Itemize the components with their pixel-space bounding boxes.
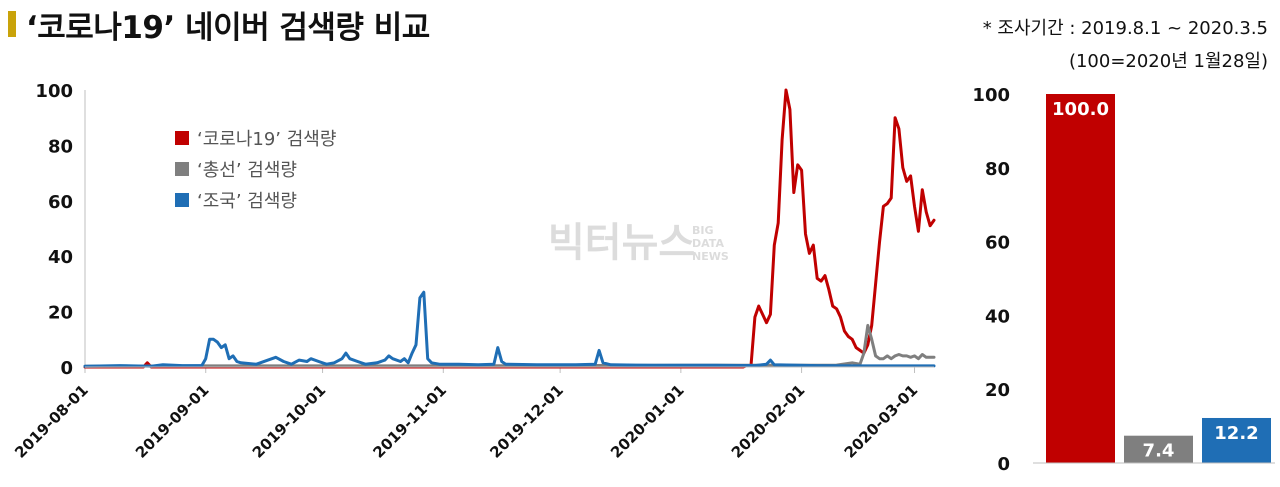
bar-y-tick-label: 20 [985, 380, 1010, 401]
index-note: (100=2020년 1월28일) [1068, 51, 1268, 72]
watermark-sub-3: NEWS [692, 250, 729, 263]
x-tick-label: 2019-09-01 [132, 381, 213, 462]
legend-label: ‘코로나19’ 검색량 [197, 129, 336, 150]
series-line-1 [83, 88, 936, 369]
bar-value-label: 12.2 [1214, 423, 1258, 444]
x-tick-label: 2019-08-01 [11, 381, 92, 462]
bar-1 [1046, 94, 1115, 463]
series-line-3 [83, 290, 936, 368]
x-tick-label: 2020-02-01 [728, 381, 809, 462]
bar-y-tick-label: 100 [972, 85, 1010, 106]
y-tick-label: 80 [48, 136, 73, 157]
bar-y-tick-label: 80 [985, 159, 1010, 180]
chart-title: ‘코로나19’ 네이버 검색량 비교 [26, 10, 430, 46]
watermark-sub-2: DATA [692, 237, 724, 250]
watermark-main: 빅터뉴스 [548, 220, 695, 266]
watermark-sub-1: BIG [692, 224, 714, 237]
x-tick-label: 2019-10-01 [249, 381, 330, 462]
x-tick-label: 2020-01-01 [607, 381, 688, 462]
legend-label: ‘총선’ 검색량 [197, 160, 297, 181]
bar-y-tick-label: 60 [985, 233, 1010, 254]
bar-value-label: 100.0 [1052, 99, 1109, 120]
legend-swatch [175, 131, 189, 145]
series-line-2 [83, 323, 936, 368]
x-tick-label: 2019-11-01 [370, 381, 451, 462]
bar-2 [1124, 435, 1193, 463]
period-note: * 조사기간 : 2019.8.1 ~ 2020.3.5 [982, 18, 1268, 39]
title-accent-bar [8, 11, 16, 37]
legend-label: ‘조국’ 검색량 [197, 191, 297, 212]
bar-y-tick-label: 40 [985, 306, 1010, 327]
y-tick-label: 20 [48, 303, 73, 324]
bar-y-tick-label: 0 [997, 454, 1010, 475]
y-tick-label: 40 [48, 247, 73, 268]
y-tick-label: 0 [60, 358, 73, 379]
legend-swatch [175, 162, 189, 176]
y-tick-label: 100 [35, 81, 73, 102]
bar-chart: 0 20 40 60 80 100 100.0 7.4 12.2 [972, 85, 1275, 475]
legend-swatch [175, 193, 189, 207]
line-chart: 0 20 40 60 80 100 2019-08-01 2019-09-01 2019-10-… [11, 81, 936, 462]
x-tick-label: 2019-12-01 [486, 381, 567, 462]
legend: ‘코로나19’ 검색량 ‘총선’ 검색량 ‘조국’ 검색량 [175, 129, 336, 212]
y-tick-label: 60 [48, 192, 73, 213]
x-tick-label: 2020-03-01 [841, 381, 922, 462]
bar-3 [1202, 417, 1271, 463]
bar-value-label: 7.4 [1143, 441, 1175, 462]
watermark: 빅터뉴스 BIG DATA NEWS [548, 220, 729, 266]
